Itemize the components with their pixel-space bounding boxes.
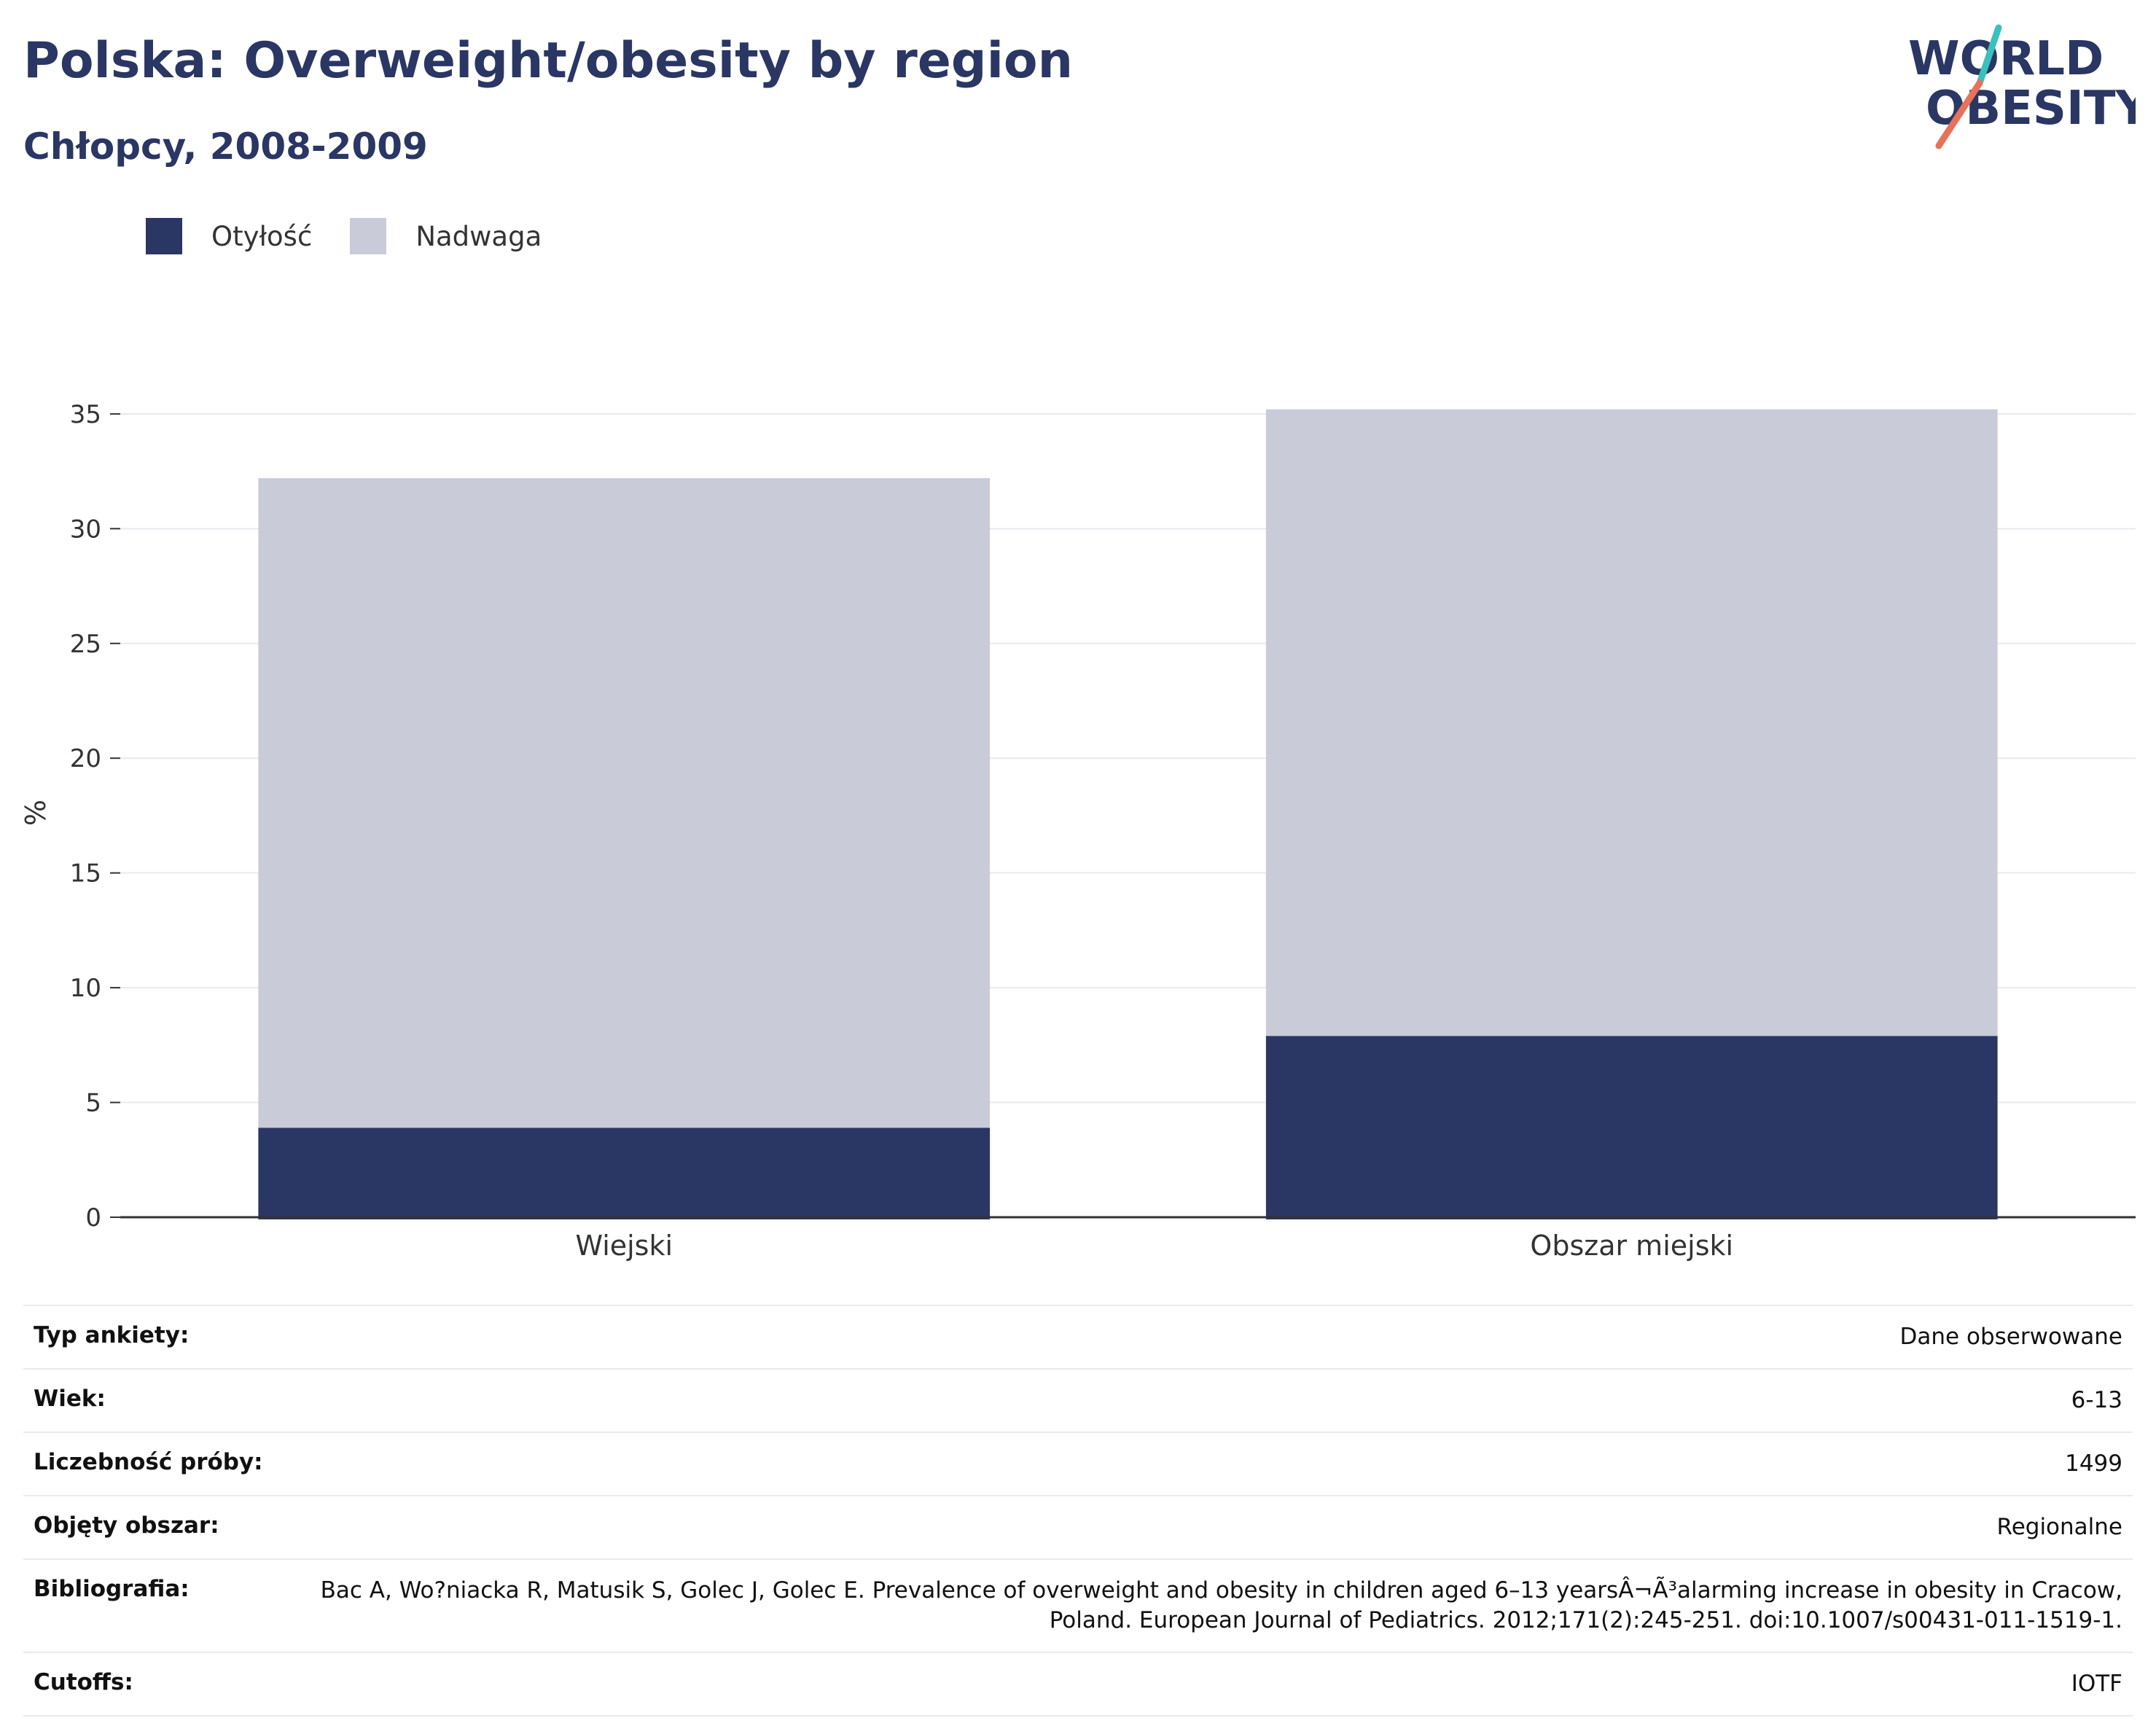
info-value: Bac A, Wo?niacka R, Matusik S, Golec J, … xyxy=(273,1558,2133,1652)
logo-accent-coral xyxy=(1935,79,1983,149)
legend-swatch-overweight xyxy=(350,218,387,254)
bar-overweight xyxy=(258,478,991,1128)
x-tick-label: Obszar miejski xyxy=(1530,1230,1733,1262)
info-row-age: Wiek: 6-13 xyxy=(23,1368,2133,1432)
logo-line-2: OBESITY xyxy=(1926,82,2136,136)
y-axis-label: % xyxy=(20,800,52,826)
survey-info-table: Typ ankiety: Dane obserwowane Wiek: 6-13… xyxy=(23,1305,2133,1717)
info-row-sample-size: Liczebność próby: 1499 xyxy=(23,1432,2133,1496)
info-row-bibliography: Bibliografia: Bac A, Wo?niacka R, Matusi… xyxy=(23,1558,2133,1652)
info-row-cutoffs: Cutoffs: IOTF xyxy=(23,1652,2133,1717)
info-value: Regionalne xyxy=(273,1495,2133,1559)
y-tick-label: 20 xyxy=(70,744,101,773)
x-tick-label: Wiejski xyxy=(575,1230,673,1262)
info-value: Dane obserwowane xyxy=(273,1305,2133,1369)
y-tick-label: 35 xyxy=(70,400,101,429)
y-tick-label: 10 xyxy=(70,974,101,1003)
y-tick-label: 0 xyxy=(85,1203,101,1233)
y-tick-label: 25 xyxy=(70,630,101,659)
bar-overweight xyxy=(1265,409,1998,1036)
bar-obesity xyxy=(258,1128,991,1219)
world-obesity-logo: WORLD OBESITY xyxy=(1908,24,2136,149)
info-label: Cutoffs: xyxy=(23,1652,273,1717)
info-label: Typ ankiety: xyxy=(23,1305,273,1369)
info-value: 6-13 xyxy=(273,1368,2133,1432)
info-value: IOTF xyxy=(273,1652,2133,1717)
y-tick-label: 5 xyxy=(85,1089,101,1118)
legend-item-overweight[interactable]: Nadwaga xyxy=(350,218,542,254)
info-label: Wiek: xyxy=(23,1368,273,1432)
page-subtitle: Chłopcy, 2008-2009 xyxy=(23,125,428,168)
logo-accent-teal xyxy=(1976,24,2002,87)
chart-legend: Otyłość Nadwaga xyxy=(146,217,579,255)
page-title: Polska: Overweight/obesity by region xyxy=(23,32,1074,90)
info-value: 1499 xyxy=(273,1432,2133,1496)
logo-line-1: WORLD xyxy=(1908,32,2104,86)
legend-label-obesity: Otyłość xyxy=(211,220,313,252)
bar-obesity xyxy=(1265,1036,1998,1219)
y-tick-label: 15 xyxy=(70,859,101,889)
info-row-area-covered: Objęty obszar: Regionalne xyxy=(23,1495,2133,1559)
legend-swatch-obesity xyxy=(146,218,182,254)
legend-label-overweight: Nadwaga xyxy=(415,220,542,252)
y-tick-label: 30 xyxy=(70,515,101,544)
info-label: Objęty obszar: xyxy=(23,1495,273,1559)
stacked-bar-chart: 0 5 10 15 20 25 30 35% Wiejski Obszar miejski xyxy=(20,400,2136,1262)
legend-item-obesity[interactable]: Otyłość xyxy=(146,218,312,254)
info-label: Liczebność próby: xyxy=(23,1432,273,1496)
info-label: Bibliografia: xyxy=(23,1558,273,1652)
info-row-survey-type: Typ ankiety: Dane obserwowane xyxy=(23,1305,2133,1369)
